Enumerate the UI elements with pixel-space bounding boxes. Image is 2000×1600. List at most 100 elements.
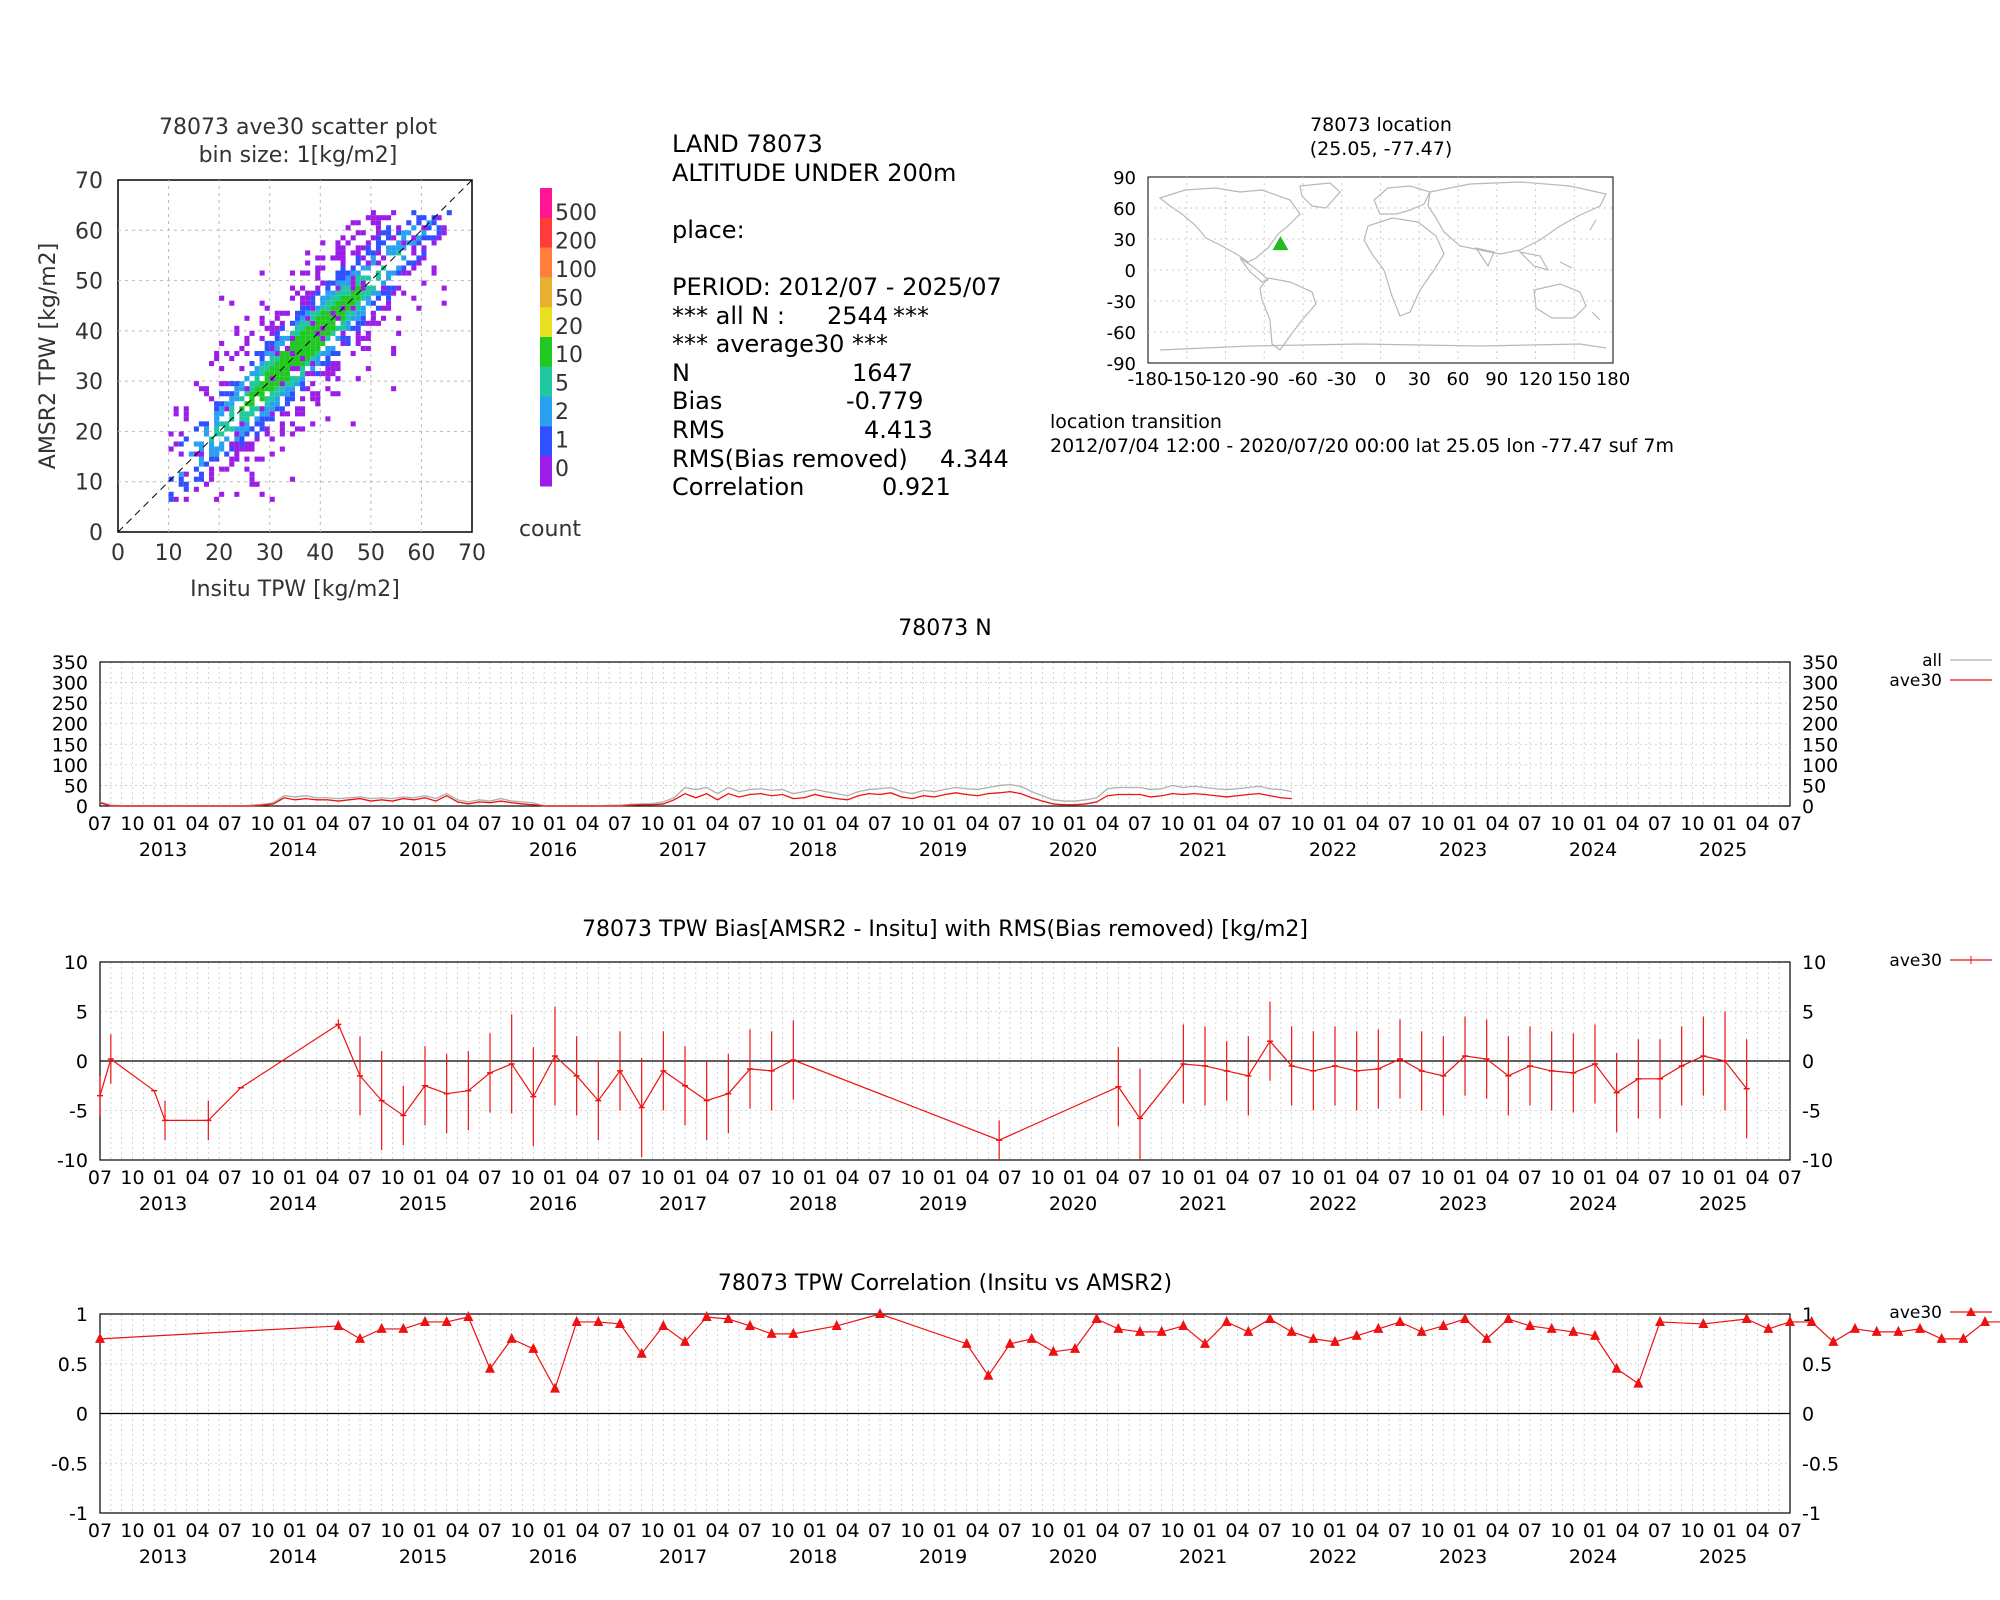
data-point — [1481, 1332, 1492, 1343]
map-lat-tick: 60 — [1113, 199, 1136, 220]
scatter-bin-cell — [193, 441, 199, 447]
scatter-bin-cell — [214, 426, 220, 432]
panel-month-tick: 04 — [445, 1520, 469, 1542]
map-title-1: 78073 location — [1310, 114, 1452, 136]
scatter-bin-cell — [279, 371, 285, 377]
panel-month-tick: 04 — [315, 1520, 339, 1542]
scatter-bin-cell — [289, 295, 295, 301]
scatter-bin-cell — [239, 366, 245, 372]
scatter-bin-cell — [269, 496, 275, 502]
scatter-bin-cell — [325, 361, 331, 367]
scatter-bin-cell — [289, 361, 295, 367]
scatter-bin-cell — [355, 320, 361, 326]
scatter-bin-cell — [249, 446, 255, 452]
panel-year-label: 2022 — [1309, 1193, 1357, 1215]
panel-month-tick: 07 — [88, 1520, 112, 1542]
scatter-bin-cell — [386, 215, 392, 221]
panel-year-label: 2023 — [1439, 1546, 1487, 1568]
scatter-bin-cell — [300, 411, 306, 417]
panel-month-tick: 10 — [1550, 1167, 1574, 1189]
scatter-bin-cell — [289, 366, 295, 372]
scatter-bin-cell — [244, 350, 250, 357]
colorbar-segment — [540, 188, 552, 219]
stats-all-n-value: 2544 — [827, 301, 889, 330]
panel-month-tick: 07 — [998, 813, 1022, 835]
scatter-plot-area — [117, 179, 473, 533]
panel-month-tick: 10 — [1680, 1520, 1704, 1542]
scatter-bin-cell — [279, 376, 285, 382]
scatter-bin-cell — [325, 295, 331, 301]
scatter-bin-cell — [295, 335, 301, 341]
scatter-bin-cell — [350, 305, 356, 311]
panel-month-tick: 01 — [1323, 1167, 1347, 1189]
scatter-bin-cell — [315, 356, 321, 362]
scatter-bin-cell — [350, 270, 356, 276]
scatter-bin-cell — [360, 265, 366, 271]
scatter-bin-cell — [244, 376, 250, 382]
panel-month-tick: 04 — [575, 1167, 599, 1189]
panel-month-tick: 04 — [185, 1167, 209, 1189]
scatter-bin-cell — [289, 345, 295, 351]
scatter-bin-cell — [310, 330, 316, 336]
scatter-bin-cell — [330, 290, 336, 296]
scatter-bin-cell — [315, 345, 321, 351]
scatter-bin-cell — [284, 345, 290, 351]
scatter-bin-cell — [214, 350, 220, 357]
panel-month-tick: 10 — [120, 813, 144, 835]
scatter-bin-cell — [219, 406, 225, 412]
panel-y-tick-right: -10 — [1802, 1150, 1833, 1172]
scatter-bin-cell — [330, 295, 336, 301]
scatter-bin-cell — [345, 325, 351, 331]
scatter-bin-cell — [355, 275, 361, 281]
scatter-bin-cell — [274, 315, 280, 321]
panel-month-tick: 01 — [283, 813, 307, 835]
panel-month-tick: 04 — [445, 1167, 469, 1189]
panel-month-tick: 01 — [543, 1167, 567, 1189]
scatter-bin-cell — [279, 391, 285, 397]
scatter-bin-cell — [229, 396, 235, 402]
timeseries-panel-3: 78073 TPW Correlation (Insitu vs AMSR2) 1… — [51, 1271, 2000, 1568]
scatter-bin-cell — [416, 240, 422, 246]
scatter-bin-cell — [355, 255, 361, 261]
panel-month-tick: 01 — [283, 1167, 307, 1189]
scatter-bin-cell — [310, 350, 316, 357]
panel-y-tick-right: -0.5 — [1802, 1453, 1839, 1475]
scatter-bin-cell — [274, 371, 280, 377]
scatter-bin-cell — [264, 305, 270, 311]
scatter-bin-cell — [269, 361, 275, 367]
data-point — [1416, 1325, 1427, 1336]
scatter-bin-cell — [295, 310, 301, 316]
map-lon-tick: 0 — [1375, 369, 1386, 390]
panel-year-label: 2013 — [139, 1546, 187, 1568]
scatter-bin-cell — [360, 280, 366, 286]
scatter-bin-cell — [421, 235, 427, 241]
scatter-bin-cell — [249, 391, 255, 397]
scatter-bin-cell — [234, 426, 240, 432]
data-point — [1546, 1322, 1557, 1333]
scatter-bin-cell — [396, 315, 402, 321]
map-lon-tick: -150 — [1166, 369, 1207, 390]
scatter-bin-cell — [335, 270, 341, 276]
panel-month-tick: 07 — [88, 1167, 112, 1189]
panel-month-tick: 10 — [1680, 1167, 1704, 1189]
scatter-bin-cell — [355, 280, 361, 286]
scatter-bin-cell — [300, 406, 306, 412]
scatter-bin-cell — [320, 361, 326, 367]
scatter-bin-cell — [360, 295, 366, 301]
scatter-bin-cell — [198, 476, 204, 482]
scatter-bin-cell — [396, 245, 402, 251]
scatter-bin-cell — [330, 300, 336, 306]
scatter-bin-cell — [320, 300, 326, 306]
scatter-bin-cell — [279, 356, 285, 362]
panel-month-tick: 04 — [1355, 1520, 1379, 1542]
statistics-panel: LAND 78073 ALTITUDE UNDER 200m place: PE… — [672, 130, 1072, 502]
panel-year-label: 2019 — [919, 839, 967, 861]
panel-month-tick: 07 — [1128, 1520, 1152, 1542]
panel-y-tick-right: 300 — [1802, 673, 1838, 695]
scatter-bin-cell — [320, 255, 326, 261]
panel-month-tick: 01 — [153, 1167, 177, 1189]
scatter-bin-cell — [330, 366, 336, 372]
scatter-bin-cell — [249, 481, 255, 487]
panel-y-tick-left: 350 — [52, 652, 88, 674]
